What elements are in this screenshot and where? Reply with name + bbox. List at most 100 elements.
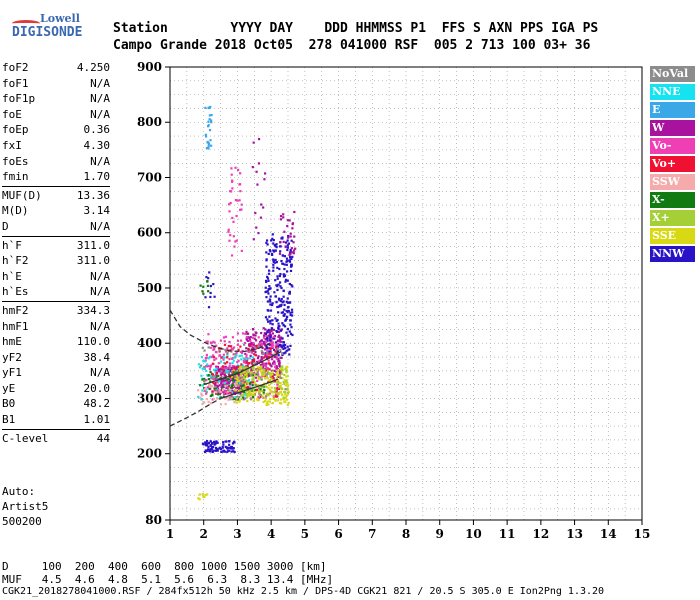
- echo-point: [229, 446, 232, 450]
- echo-point: [248, 362, 251, 365]
- echo-point: [258, 396, 262, 399]
- echo-point: [272, 259, 275, 262]
- echo-point: [228, 385, 231, 388]
- echo-point: [255, 344, 258, 347]
- echo-point: [207, 446, 210, 449]
- header-line1: Station YYYY DAY DDD HHMMSS P1 FFS S AXN…: [113, 21, 599, 36]
- echo-point: [277, 374, 281, 377]
- echo-point: [269, 343, 272, 347]
- echo-point: [213, 341, 216, 344]
- echo-point: [283, 313, 286, 316]
- echo-point: [287, 305, 290, 309]
- echo-point: [279, 390, 283, 394]
- echo-point: [275, 260, 278, 264]
- echo-point: [273, 391, 276, 394]
- echo-point: [226, 446, 229, 450]
- echo-point: [230, 167, 233, 170]
- echo-point: [235, 382, 238, 385]
- echo-point: [257, 162, 261, 165]
- echo-point: [280, 372, 283, 375]
- echo-point: [234, 389, 237, 392]
- echo-point: [276, 330, 279, 333]
- echo-point: [207, 333, 210, 336]
- digisonde-logo: Lowell DIGISONDE: [8, 10, 103, 42]
- echo-point: [242, 357, 245, 360]
- echo-point: [284, 388, 287, 391]
- echo-point: [248, 386, 252, 389]
- echo-point: [222, 353, 225, 356]
- echo-point: [262, 385, 265, 388]
- echo-point: [237, 398, 240, 401]
- param-value: 48.2: [83, 397, 111, 411]
- echo-point: [253, 381, 256, 384]
- echo-point: [269, 335, 272, 339]
- echo-point: [222, 450, 225, 453]
- echo-point: [275, 367, 278, 370]
- x-tick-label: 9: [436, 527, 444, 541]
- echo-point: [271, 233, 274, 236]
- echo-point: [254, 388, 257, 392]
- echo-point: [262, 327, 265, 330]
- echo-point: [260, 373, 263, 376]
- echo-point: [217, 362, 220, 365]
- echo-point: [265, 347, 268, 350]
- echo-point: [268, 352, 271, 355]
- echo-point: [250, 342, 253, 345]
- echo-point: [276, 399, 280, 402]
- echo-point: [229, 368, 232, 371]
- echo-point: [276, 340, 279, 343]
- echo-point: [269, 334, 273, 337]
- param-row: hmE 110.0: [2, 334, 110, 350]
- echo-point: [257, 231, 260, 235]
- echo-point: [264, 328, 267, 331]
- echo-point: [280, 286, 283, 290]
- echo-point: [246, 385, 249, 389]
- echo-point: [253, 393, 256, 396]
- echo-point: [263, 334, 266, 337]
- echo-point: [261, 357, 264, 360]
- echo-point: [269, 372, 272, 375]
- echo-point: [291, 285, 294, 288]
- echo-point: [220, 450, 223, 454]
- echo-point: [233, 346, 236, 349]
- echo-point: [206, 374, 209, 377]
- param-value: 44: [96, 431, 110, 445]
- echo-point: [291, 251, 294, 254]
- echo-point: [215, 357, 218, 360]
- echo-point: [283, 352, 286, 355]
- echo-point: [220, 356, 223, 359]
- echo-point: [267, 252, 270, 256]
- echo-point: [265, 355, 268, 358]
- echo-point: [265, 367, 268, 370]
- echo-point: [247, 387, 250, 390]
- echo-point: [218, 380, 221, 383]
- echo-point: [225, 389, 228, 393]
- echo-point: [218, 392, 222, 395]
- echo-point: [262, 391, 265, 394]
- echo-point: [264, 316, 268, 319]
- echo-point: [207, 373, 210, 377]
- echo-point: [208, 128, 212, 132]
- echo-point: [245, 359, 249, 362]
- echo-point: [260, 339, 264, 342]
- echo-point: [282, 380, 285, 384]
- echo-point: [226, 361, 229, 364]
- echo-point: [228, 357, 231, 361]
- echo-point: [203, 365, 206, 369]
- echo-point: [268, 384, 271, 387]
- echo-point: [208, 368, 211, 371]
- echo-point: [280, 346, 284, 349]
- param-name: hmF1: [2, 319, 29, 333]
- param-row: fmin 1.70: [2, 169, 110, 185]
- echo-point: [292, 249, 296, 252]
- echo-point: [209, 364, 213, 367]
- echo-point: [257, 355, 260, 358]
- echo-point: [221, 389, 225, 392]
- echo-point: [269, 397, 272, 401]
- echo-point: [279, 329, 283, 332]
- echo-point: [276, 393, 279, 396]
- echo-point: [223, 340, 226, 343]
- echo-point: [201, 402, 204, 406]
- echo-point: [211, 450, 214, 454]
- echo-point: [206, 449, 209, 452]
